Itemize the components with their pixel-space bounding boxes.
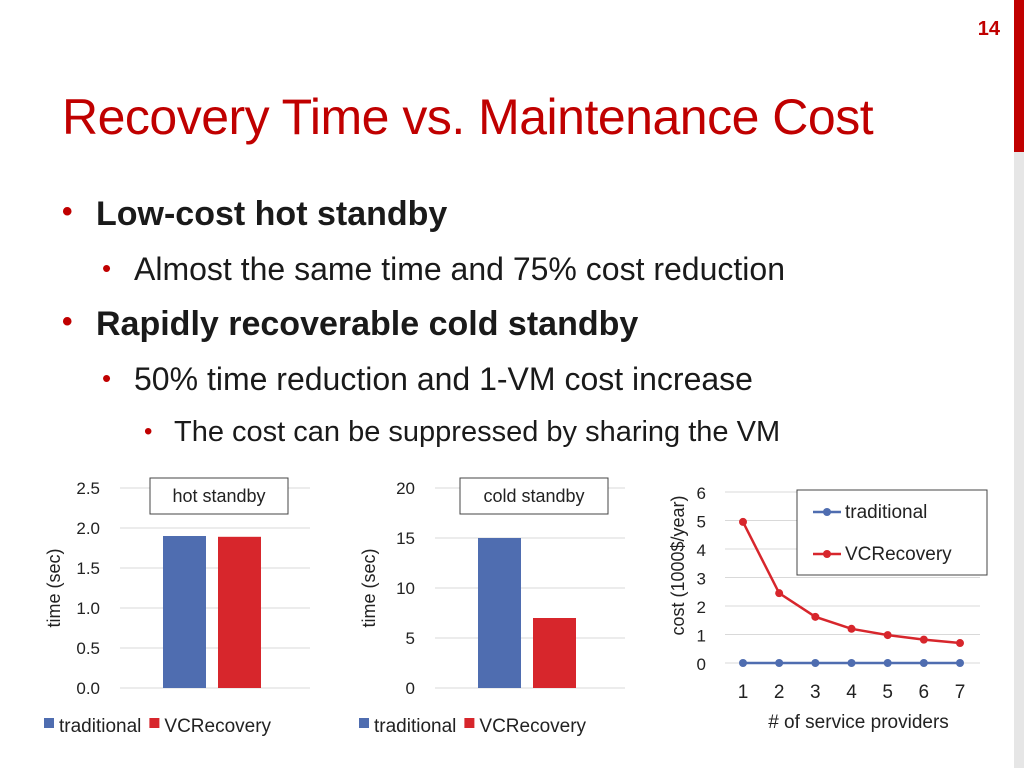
legend-swatch bbox=[359, 718, 369, 728]
x-tick-label: 3 bbox=[810, 682, 821, 703]
bar-vcrecovery bbox=[533, 618, 576, 688]
y-tick-label: 4 bbox=[697, 541, 706, 560]
accent-bar-light bbox=[1014, 152, 1024, 768]
legend-marker bbox=[823, 508, 831, 516]
bullet-text: Low-cost hot standby bbox=[96, 195, 448, 233]
point-traditional bbox=[956, 659, 964, 667]
legend-swatch bbox=[44, 718, 54, 728]
bullet-hot-standby-detail: • Almost the same time and 75% cost reduc… bbox=[62, 247, 785, 302]
legend-label: VCRecovery bbox=[479, 716, 586, 737]
point-traditional bbox=[919, 659, 928, 667]
y-tick-label: 15 bbox=[396, 529, 415, 548]
bar-traditional bbox=[163, 536, 206, 688]
y-tick-label: 1 bbox=[697, 627, 706, 646]
bullet-text: The cost can be suppressed by sharing th… bbox=[174, 416, 781, 448]
slide-number: 14 bbox=[977, 18, 1000, 40]
y-tick-label: 0 bbox=[406, 679, 415, 698]
bullet-text: Almost the same time and 75% cost reduct… bbox=[134, 251, 785, 287]
hot-standby-bar-chart: 0.0 0.5 1.0 1.5 2.0 2.5 time (sec) hot standby t… bbox=[44, 477, 310, 737]
bullet-text: 50% time reduction and 1-VM cost increas… bbox=[134, 361, 753, 397]
bullet-text: Rapidly recoverable cold standby bbox=[96, 305, 639, 343]
y-tick-label: 5 bbox=[406, 629, 415, 648]
y-tick-label: 2.0 bbox=[76, 519, 100, 538]
x-tick-label: 1 bbox=[738, 682, 749, 703]
y-axis-label: time (sec) bbox=[359, 548, 379, 627]
point-traditional bbox=[883, 659, 892, 667]
y-tick-label: 1.0 bbox=[76, 599, 100, 618]
bullet-dot: • bbox=[62, 195, 73, 228]
x-tick-label: 4 bbox=[846, 682, 857, 703]
point-vcrecovery bbox=[811, 612, 820, 621]
bullet-dot: • bbox=[102, 363, 112, 393]
y-axis-label: time (sec) bbox=[44, 548, 64, 627]
bullet-cold-standby-sub: • The cost can be suppressed by sharing t… bbox=[62, 412, 785, 456]
y-tick-label: 2 bbox=[697, 598, 706, 617]
annotation-label: hot standby bbox=[172, 486, 265, 506]
y-tick-label: 1.5 bbox=[76, 559, 100, 578]
point-traditional bbox=[811, 659, 820, 667]
x-tick-label: 5 bbox=[882, 682, 893, 703]
point-traditional bbox=[739, 659, 747, 667]
y-tick-label: 0 bbox=[697, 655, 706, 674]
y-tick-label: 20 bbox=[396, 479, 415, 498]
x-axis-label: # of service providers bbox=[768, 712, 949, 733]
point-vcrecovery bbox=[775, 589, 784, 598]
bullet-cold-standby-detail: • 50% time reduction and 1-VM cost increa… bbox=[62, 357, 785, 412]
x-tick-label: 7 bbox=[955, 682, 966, 703]
annotation-box bbox=[149, 477, 289, 515]
bullet-hot-standby: • Low-cost hot standby bbox=[62, 192, 785, 247]
annotation-box bbox=[459, 477, 609, 515]
cost-line-chart-svg: 0 1 2 3 4 5 6 1 2 3 4 5 6 7 # of service providers cost… bbox=[668, 484, 988, 733]
y-tick-label: 0.0 bbox=[76, 679, 100, 698]
point-vcrecovery bbox=[883, 631, 892, 640]
cold-standby-bar-chart: 0 5 10 15 20 time (sec) cold standby traditiona… bbox=[359, 477, 625, 737]
bar-vcrecovery bbox=[218, 536, 261, 688]
legend-label: traditional bbox=[845, 502, 927, 523]
point-traditional bbox=[775, 659, 784, 667]
x-tick-label: 6 bbox=[919, 682, 930, 703]
y-tick-label: 10 bbox=[396, 579, 415, 598]
y-axis-label: cost (1000$/year) bbox=[668, 495, 688, 635]
y-tick-label: 0.5 bbox=[76, 639, 100, 658]
bullet-cold-standby: • Rapidly recoverable cold standby bbox=[62, 302, 785, 357]
legend-box bbox=[796, 489, 988, 576]
bullet-dot: • bbox=[62, 305, 73, 338]
y-tick-label: 5 bbox=[697, 513, 706, 532]
legend-label: VCRecovery bbox=[164, 716, 271, 737]
bar-traditional bbox=[478, 538, 521, 688]
bullet-list: • Low-cost hot standby • Almost the same t… bbox=[62, 192, 785, 456]
y-tick-label: 6 bbox=[697, 484, 706, 503]
y-tick-label: 2.5 bbox=[76, 479, 100, 498]
legend-label: traditional bbox=[59, 716, 141, 737]
point-vcrecovery bbox=[956, 639, 964, 648]
point-vcrecovery bbox=[739, 517, 747, 526]
accent-bar bbox=[1014, 0, 1024, 152]
bullet-dot: • bbox=[102, 253, 112, 283]
cold-standby-chart: 0 5 10 15 20 time (sec) cold standby traditiona… bbox=[345, 470, 645, 750]
hot-standby-chart: 0.0 0.5 1.0 1.5 2.0 2.5 time (sec) hot standby t… bbox=[30, 470, 330, 750]
legend-marker bbox=[823, 550, 831, 558]
x-tick-label: 2 bbox=[774, 682, 785, 703]
point-vcrecovery bbox=[847, 624, 856, 633]
legend-swatch bbox=[464, 718, 475, 728]
legend-swatch bbox=[149, 718, 160, 728]
legend-label: traditional bbox=[374, 716, 456, 737]
point-vcrecovery bbox=[919, 635, 928, 644]
slide-title: Recovery Time vs. Maintenance Cost bbox=[62, 89, 874, 145]
legend-label: VCRecovery bbox=[845, 544, 952, 565]
y-tick-label: 3 bbox=[697, 570, 706, 589]
annotation-label: cold standby bbox=[483, 486, 584, 506]
bullet-dot: • bbox=[144, 418, 153, 445]
point-traditional bbox=[847, 659, 856, 667]
cost-line-chart: 0 1 2 3 4 5 6 1 2 3 4 5 6 7 # of service providers cost… bbox=[660, 470, 990, 750]
